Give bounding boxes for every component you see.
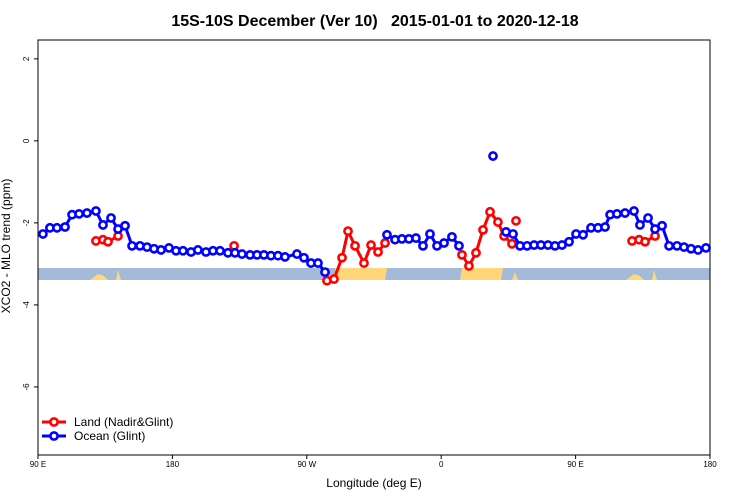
point bbox=[292, 249, 302, 259]
point bbox=[507, 238, 517, 249]
point bbox=[418, 240, 428, 251]
point bbox=[38, 229, 48, 239]
point bbox=[313, 258, 323, 268]
land-patch bbox=[335, 268, 387, 280]
point bbox=[471, 247, 481, 258]
point bbox=[299, 252, 309, 263]
point bbox=[237, 249, 247, 259]
legend-marker bbox=[49, 417, 59, 427]
point bbox=[350, 240, 360, 251]
chart-title: 15S-10S December (Ver 10) 2015-01-01 to … bbox=[171, 13, 578, 30]
point bbox=[508, 229, 518, 239]
point bbox=[457, 249, 467, 260]
x-tick-label: 90 E bbox=[30, 460, 46, 469]
land-patch bbox=[460, 268, 503, 280]
point bbox=[120, 220, 130, 231]
land-mask bbox=[38, 268, 710, 280]
point bbox=[343, 226, 353, 236]
point bbox=[215, 245, 225, 256]
point bbox=[156, 245, 166, 255]
point bbox=[74, 208, 84, 219]
point bbox=[511, 215, 521, 226]
point bbox=[454, 240, 464, 251]
point bbox=[359, 258, 369, 268]
point bbox=[373, 247, 383, 257]
x-axis-label: Longitude (deg E) bbox=[326, 476, 421, 490]
point bbox=[620, 208, 630, 218]
point bbox=[82, 208, 92, 218]
point bbox=[91, 206, 101, 216]
point bbox=[701, 243, 711, 253]
y-tick-label: -6 bbox=[22, 383, 31, 391]
x-tick-label: 0 bbox=[439, 460, 444, 469]
y-tick-label: 0 bbox=[22, 138, 31, 143]
point bbox=[366, 240, 376, 250]
y-axis-label: XCO2 - MLO trend (ppm) bbox=[0, 179, 13, 314]
point bbox=[643, 213, 653, 223]
point bbox=[52, 222, 62, 233]
x-tick-label: 90 E bbox=[567, 460, 583, 469]
x-tick-label: 90 W bbox=[297, 460, 316, 469]
point bbox=[60, 222, 70, 232]
point bbox=[127, 240, 137, 251]
point bbox=[629, 206, 639, 216]
point bbox=[425, 229, 435, 239]
point bbox=[657, 220, 667, 231]
point bbox=[478, 224, 488, 235]
x-tick-label: 180 bbox=[703, 460, 717, 469]
point bbox=[640, 236, 650, 247]
point bbox=[106, 213, 116, 223]
point bbox=[280, 252, 290, 262]
point bbox=[439, 238, 449, 248]
y-tick-label: -4 bbox=[22, 301, 31, 309]
point bbox=[382, 229, 392, 240]
point bbox=[178, 245, 188, 256]
point bbox=[578, 229, 588, 240]
point bbox=[464, 261, 474, 271]
point bbox=[488, 151, 498, 161]
point bbox=[447, 231, 457, 242]
point bbox=[98, 220, 108, 230]
point bbox=[600, 222, 610, 232]
point bbox=[411, 233, 421, 243]
plot-area bbox=[38, 151, 711, 286]
point bbox=[664, 240, 674, 251]
point bbox=[193, 245, 203, 255]
plot-frame bbox=[37, 39, 711, 456]
legend-label: Land (Nadir&Glint) bbox=[74, 415, 173, 429]
x-tick-label: 180 bbox=[166, 460, 180, 469]
point bbox=[693, 245, 703, 255]
point bbox=[635, 220, 645, 230]
point bbox=[493, 217, 503, 227]
point bbox=[320, 267, 330, 278]
legend: Land (Nadir&Glint)Ocean (Glint) bbox=[42, 415, 173, 443]
legend-label: Ocean (Glint) bbox=[74, 429, 145, 443]
legend-marker bbox=[49, 431, 59, 441]
y-tick-label: 2 bbox=[22, 56, 31, 61]
point bbox=[337, 252, 347, 263]
point bbox=[485, 206, 495, 217]
y-tick-label: -2 bbox=[22, 219, 31, 227]
point bbox=[103, 236, 113, 247]
point bbox=[329, 274, 339, 284]
point bbox=[564, 236, 574, 247]
land-patch bbox=[626, 270, 657, 280]
point bbox=[612, 208, 622, 219]
point bbox=[380, 238, 390, 248]
